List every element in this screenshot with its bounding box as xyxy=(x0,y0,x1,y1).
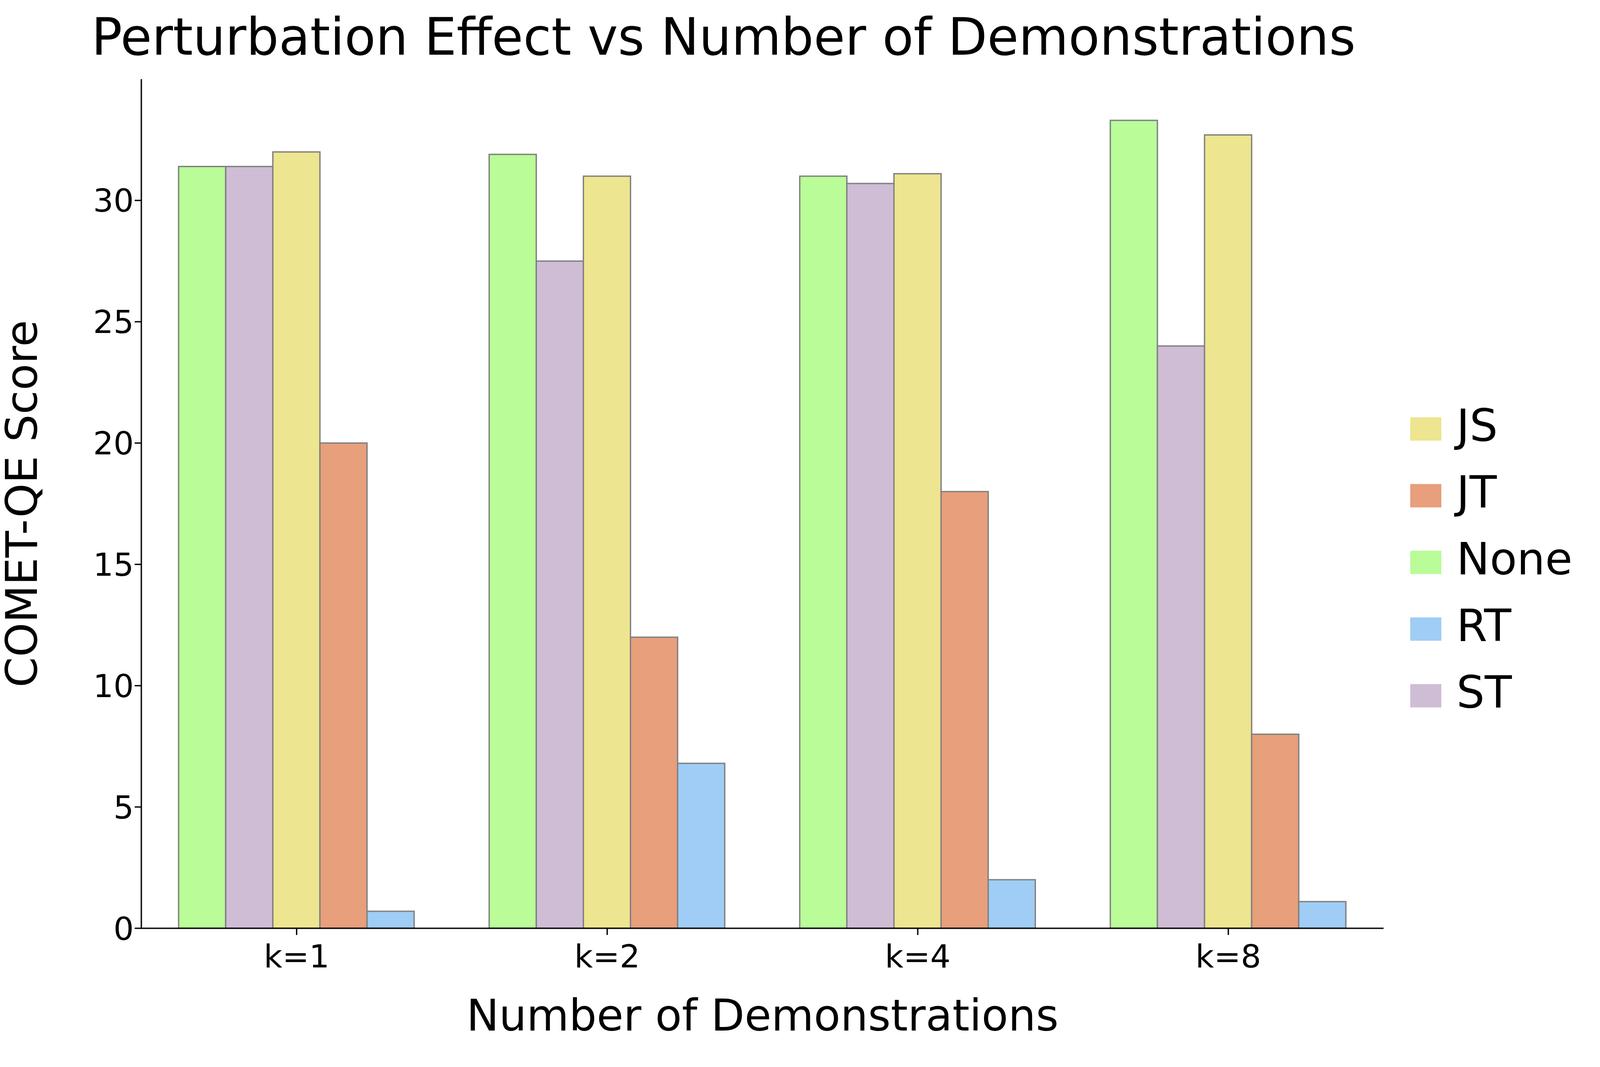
html-text:JS: JS xyxy=(1456,399,1498,452)
svg-text:25: 25 xyxy=(92,303,134,341)
svg-text:10: 10 xyxy=(92,667,134,705)
svg-text:k=1: k=1 xyxy=(263,937,330,975)
svg-text:COMET-QE Score: COMET-QE Score xyxy=(3,320,48,688)
html-text:None: None xyxy=(1456,532,1573,585)
svg-text:15: 15 xyxy=(92,545,134,584)
svg-text:30: 30 xyxy=(92,181,134,220)
svg-text:Number of Demonstrations: Number of Demonstrations xyxy=(466,989,1059,1041)
svg-text:k=8: k=8 xyxy=(1195,937,1262,975)
html-text:Perturbation Effect vs Number: Perturbation Effect vs Number of Demonst… xyxy=(91,7,1356,67)
html-text:RT: RT xyxy=(1456,599,1512,652)
html-text:JT: JT xyxy=(1456,466,1497,519)
svg-text:5: 5 xyxy=(113,788,134,826)
svg-text:0: 0 xyxy=(113,909,134,948)
svg-text:k=2: k=2 xyxy=(574,937,640,975)
svg-text:k=4: k=4 xyxy=(884,937,951,975)
svg-text:20: 20 xyxy=(92,424,134,462)
html-text:ST: ST xyxy=(1456,666,1512,719)
